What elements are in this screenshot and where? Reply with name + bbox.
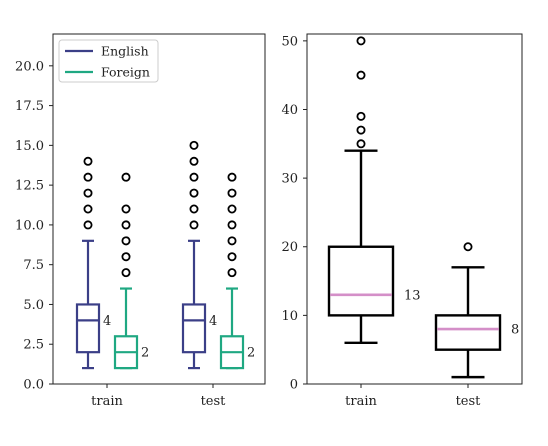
outlier-point (83, 156, 93, 166)
median-value-label: 4 (209, 314, 217, 329)
outlier-point (227, 204, 237, 214)
outlier-point (189, 204, 199, 214)
x-tick-label: test (201, 394, 227, 409)
outlier-point (121, 204, 131, 214)
y-tick-label: 0.0 (23, 378, 44, 393)
box-foreign-train: 2 (113, 172, 149, 370)
iqr-box (327, 245, 395, 317)
legend: English Foreign (58, 39, 159, 83)
outlier-point (356, 36, 366, 46)
median-value-label: 2 (141, 346, 149, 361)
y-tick-label: 17.5 (15, 99, 44, 114)
box-foreign-test: 2 (219, 172, 255, 370)
y-tick-label: 20 (281, 240, 298, 255)
median-value-label: 2 (247, 346, 255, 361)
y-tick-label: 40 (281, 103, 298, 118)
outlier-point (227, 220, 237, 230)
outlier-point (356, 111, 366, 121)
outlier-point (189, 188, 199, 198)
y-tick-label: 2.5 (23, 338, 44, 353)
outlier-point (227, 188, 237, 198)
outlier-point (356, 125, 366, 135)
y-tick-label: 5.0 (23, 298, 44, 313)
median-value-label: 8 (511, 323, 519, 338)
iqr-box (434, 314, 502, 351)
outlier-point (189, 156, 199, 166)
plot-frame (306, 33, 523, 385)
y-tick-label: 10.0 (15, 218, 44, 233)
outlier-point (356, 70, 366, 80)
box-english-train: 4 (75, 156, 111, 370)
outlier-point (121, 220, 131, 230)
legend-label-foreign: Foreign (101, 65, 150, 80)
outlier-point (83, 172, 93, 182)
y-tick-label: 7.5 (23, 258, 44, 273)
outlier-point (227, 236, 237, 246)
median-value-label: 13 (404, 288, 421, 303)
outlier-point (189, 140, 199, 150)
y-tick-label: 50 (281, 34, 298, 49)
y-tick-label: 0 (290, 378, 298, 393)
outlier-point (227, 172, 237, 182)
iqr-box (75, 303, 101, 354)
iqr-box (181, 303, 207, 354)
y-tick-label: 30 (281, 172, 298, 187)
outlier-point (83, 220, 93, 230)
outlier-point (121, 268, 131, 278)
outlier-point (189, 220, 199, 230)
left-chart-panel: 0.0 2.5 5.0 7.5 10.0 12.5 15.0 17.5 20.0 train tes… (15, 33, 266, 409)
x-tick-label: train (345, 394, 377, 409)
x-tick-label: train (91, 394, 123, 409)
y-tick-label: 10 (281, 309, 298, 324)
outlier-point (227, 268, 237, 278)
y-tick-label: 12.5 (15, 179, 44, 194)
outlier-point (121, 236, 131, 246)
y-tick-label: 15.0 (15, 139, 44, 154)
outlier-point (227, 252, 237, 262)
outlier-point (83, 188, 93, 198)
outlier-point (356, 139, 366, 149)
outlier-point (189, 172, 199, 182)
box-english-test: 4 (181, 140, 217, 370)
outlier-point (463, 242, 473, 252)
right-chart-panel: 0 10 20 30 40 50 train test 13 8 (281, 33, 523, 409)
outlier-point (121, 252, 131, 262)
legend-label-english: English (101, 44, 149, 59)
x-tick-label: test (456, 394, 482, 409)
median-value-label: 4 (103, 314, 111, 329)
outlier-point (83, 204, 93, 214)
outlier-point (121, 172, 131, 182)
box-train: 13 (327, 36, 421, 345)
box-test: 8 (434, 242, 519, 379)
y-tick-label: 20.0 (15, 59, 44, 74)
plot-frame (52, 33, 266, 385)
